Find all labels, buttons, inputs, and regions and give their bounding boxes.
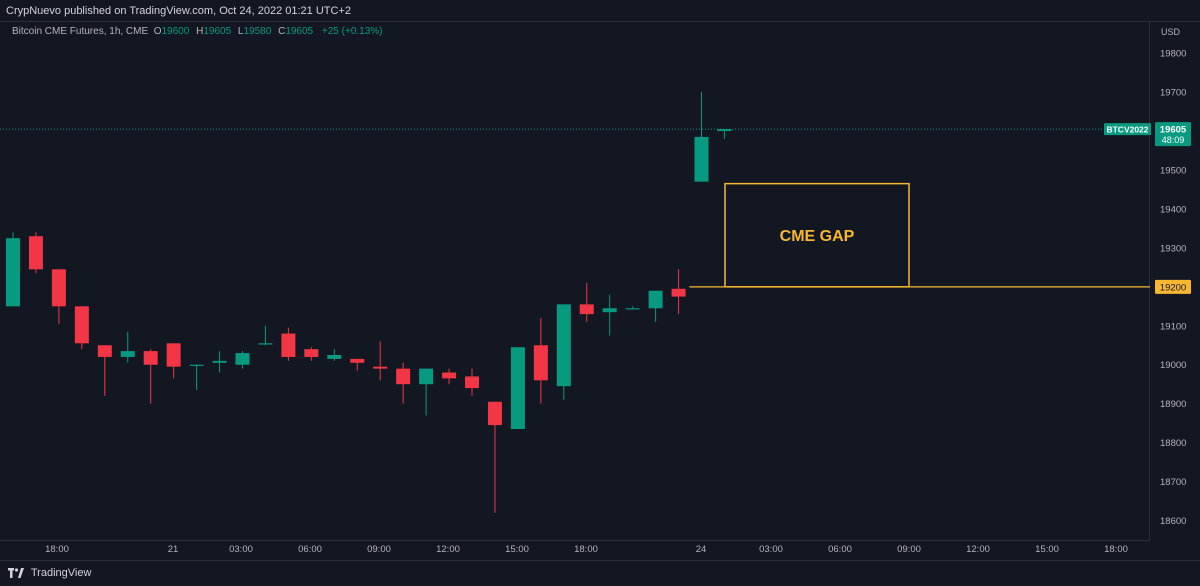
- candle-body: [350, 358, 365, 363]
- high-key: H: [196, 26, 204, 37]
- candle-body: [97, 345, 112, 357]
- time-tick-label: 12:00: [436, 544, 460, 555]
- footer-bar: TradingView: [0, 560, 1200, 586]
- price-tick-label: 18900: [1160, 399, 1186, 410]
- candle-body: [6, 238, 20, 307]
- time-tick-label: 18:00: [574, 544, 598, 555]
- chart-pane[interactable]: [0, 22, 1150, 540]
- candle-body: [579, 304, 594, 315]
- price-tick-label: 19000: [1160, 360, 1186, 371]
- low-key: L: [237, 26, 244, 37]
- candle-body: [510, 347, 525, 429]
- open-value: 19600: [161, 26, 190, 37]
- gap-level-label: 19200: [1160, 282, 1186, 293]
- candle-body: [442, 372, 457, 379]
- high-value: 19605: [203, 26, 232, 37]
- candle-body: [166, 343, 181, 367]
- candle-body: [373, 366, 388, 369]
- time-tick-label: 15:00: [1035, 544, 1059, 555]
- price-tick-label: 19800: [1160, 49, 1186, 60]
- time-tick-label: 03:00: [229, 544, 253, 555]
- symbol-tag-bg: [1104, 123, 1151, 136]
- candle-body: [120, 351, 135, 357]
- change-value: +25 (+0.13%): [321, 26, 383, 37]
- price-tick-label: 18700: [1160, 477, 1186, 488]
- time-tick-label: 09:00: [367, 544, 391, 555]
- time-tick-label: 12:00: [966, 544, 990, 555]
- low-value: 19580: [243, 26, 272, 37]
- candle-body: [28, 236, 43, 270]
- price-tick-label: 19400: [1160, 204, 1186, 215]
- publish-info: CrypNuevo published on TradingView.com, …: [0, 0, 1200, 22]
- candle-body: [533, 345, 548, 381]
- candle-body: [648, 290, 663, 309]
- candle-body: [717, 129, 732, 132]
- currency-label: USD: [1161, 27, 1181, 37]
- countdown-label: 48:09: [1162, 135, 1185, 145]
- time-tick-label: 03:00: [759, 544, 783, 555]
- open-key: O: [153, 26, 162, 37]
- time-tick-label: 09:00: [897, 544, 921, 555]
- symbol-tag-label: BTCV2022: [1106, 125, 1148, 135]
- candle-body: [304, 349, 319, 357]
- price-tick-label: 19700: [1160, 88, 1186, 99]
- tradingview-logo-icon: [8, 568, 24, 579]
- time-tick-label: 18:00: [1104, 544, 1128, 555]
- candle-body: [694, 136, 709, 182]
- candle-body: [235, 353, 250, 365]
- close-key: C: [278, 26, 286, 37]
- time-tick-label: 24: [696, 544, 707, 555]
- candle-body: [74, 306, 89, 344]
- candle-body: [396, 368, 411, 385]
- time-axis[interactable]: [0, 540, 1150, 560]
- candle-body: [602, 308, 617, 313]
- symbol-title: Bitcoin CME Futures, 1h, CME: [12, 26, 149, 37]
- candle-body: [327, 355, 342, 359]
- candle-body: [51, 269, 66, 307]
- chart-canvas: 1980019700196001950019400193001920019100…: [0, 49, 1191, 555]
- symbol-legend: Bitcoin CME Futures, 1h, CME O19600 H196…: [12, 26, 383, 37]
- last-price-badge: [1155, 122, 1191, 147]
- time-tick-label: 06:00: [828, 544, 852, 555]
- candle-body: [212, 360, 227, 363]
- candle-body: [671, 288, 686, 297]
- candle-body: [556, 304, 571, 387]
- time-tick-label: 21: [168, 544, 179, 555]
- candle-body: [189, 364, 204, 366]
- time-tick-label: 15:00: [505, 544, 529, 555]
- last-price-label: 19605: [1160, 125, 1187, 136]
- candle-body: [281, 333, 296, 357]
- footer-brand[interactable]: TradingView: [30, 567, 92, 579]
- candle-body: [143, 351, 158, 365]
- price-tick-label: 19300: [1160, 243, 1186, 254]
- close-value: 19605: [285, 26, 314, 37]
- price-tick-label: 19100: [1160, 321, 1186, 332]
- candle-body: [419, 368, 434, 385]
- published-text: CrypNuevo published on TradingView.com, …: [6, 5, 351, 17]
- price-tick-label: 18800: [1160, 438, 1186, 449]
- price-tick-label: 19500: [1160, 166, 1186, 177]
- time-tick-label: 06:00: [298, 544, 322, 555]
- candle-body: [465, 376, 479, 389]
- cme-gap-box: [724, 182, 910, 288]
- time-tick-label: 18:00: [45, 544, 69, 555]
- candle-body: [625, 308, 640, 310]
- candle-body: [258, 343, 273, 345]
- cme-gap-label: CME GAP: [780, 228, 855, 245]
- gap-level-badge: [1155, 279, 1191, 294]
- candle-body: [487, 401, 502, 426]
- price-tick-label: 18600: [1160, 516, 1186, 527]
